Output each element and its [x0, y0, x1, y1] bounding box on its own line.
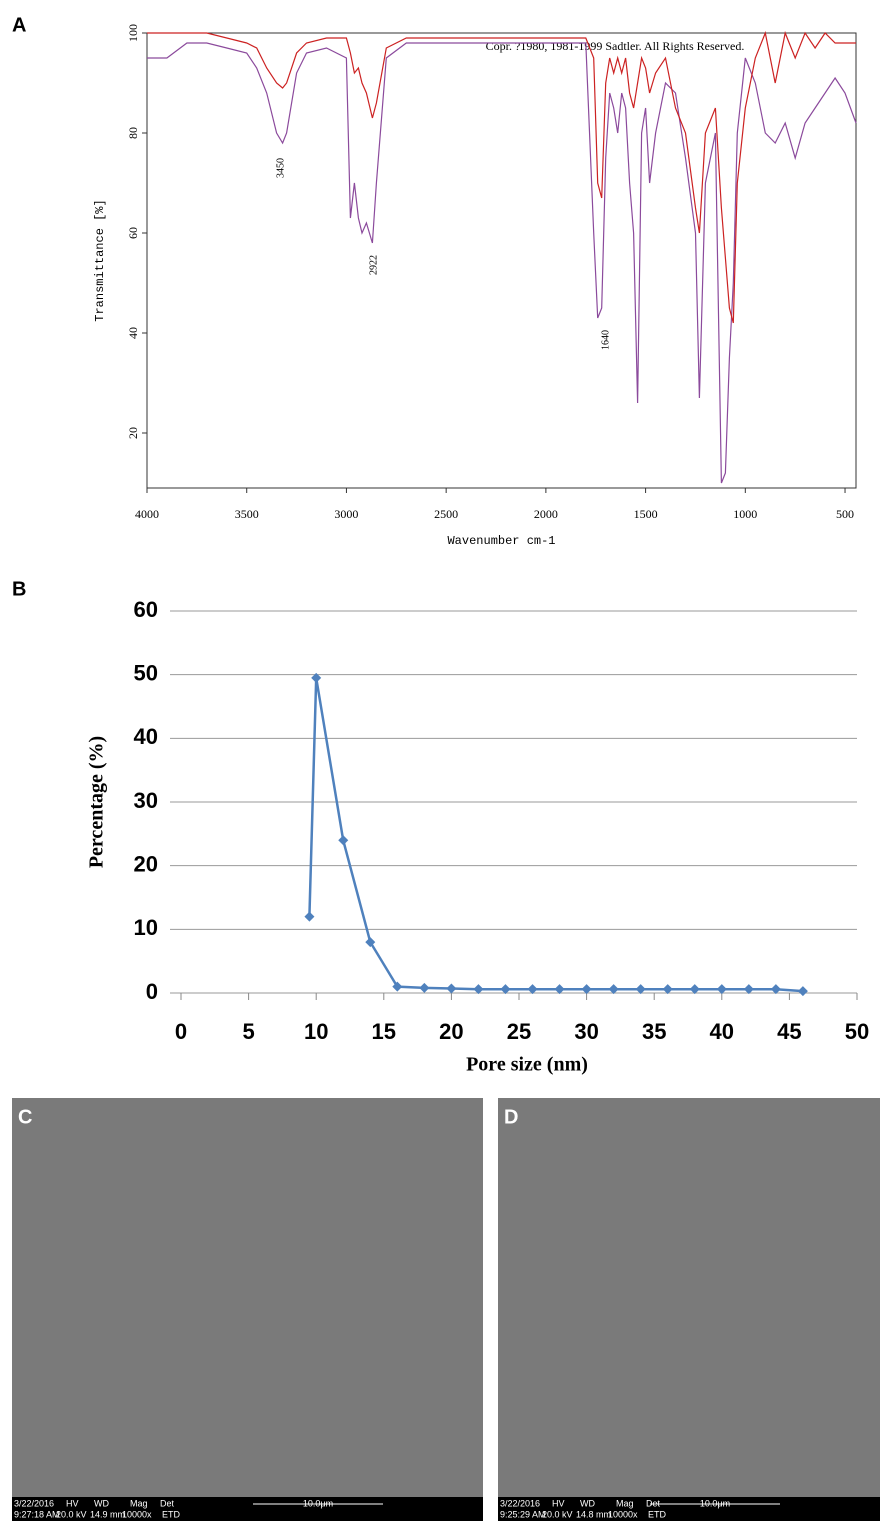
info-header: WD — [580, 1498, 595, 1508]
info-value: 9:27:18 AM — [14, 1509, 60, 1519]
x-tick-label: 4000 — [135, 507, 159, 521]
y-tick-label: 60 — [134, 597, 158, 622]
info-header: WD — [94, 1498, 109, 1508]
x-axis-title: Wavenumber cm-1 — [447, 534, 555, 548]
info-value: 14.8 mm — [576, 1509, 611, 1519]
x-tick-label: 1500 — [634, 507, 658, 521]
data-point — [419, 982, 430, 993]
data-point — [500, 984, 511, 995]
info-header: Mag — [616, 1498, 634, 1508]
info-header: 3/22/2016 — [14, 1498, 54, 1508]
peak-annotation: 1640 — [600, 330, 611, 350]
panel-label: D — [504, 1106, 518, 1128]
data-point — [304, 911, 315, 922]
data-point — [338, 835, 349, 846]
sem-image-texture — [498, 1098, 880, 1497]
panel-label: C — [18, 1106, 32, 1128]
info-value: 14.9 mm — [90, 1509, 125, 1519]
data-point — [770, 984, 781, 995]
info-value: 10000x — [608, 1509, 638, 1519]
info-bar — [498, 1497, 880, 1521]
y-tick-label: 0 — [146, 979, 158, 1004]
info-header: Det — [160, 1498, 175, 1508]
info-value: 9:25:29 AM — [500, 1509, 546, 1519]
y-axis-title: Percentage (%) — [86, 736, 108, 868]
scale-label: 10.0μm — [303, 1498, 333, 1508]
x-tick-label: 20 — [439, 1019, 463, 1044]
info-value: 10000x — [122, 1509, 152, 1519]
x-tick-label: 50 — [845, 1019, 869, 1044]
data-point — [581, 984, 592, 995]
info-header: Mag — [130, 1498, 148, 1508]
y-tick-label: 100 — [126, 24, 140, 42]
x-axis-title: Pore size (nm) — [466, 1054, 588, 1076]
info-value: 20.0 kV — [56, 1509, 87, 1519]
data-point — [311, 672, 322, 683]
data-point — [608, 984, 619, 995]
info-value: ETD — [648, 1509, 667, 1519]
info-value: ETD — [162, 1509, 181, 1519]
x-tick-label: 0 — [175, 1019, 187, 1044]
x-tick-label: 3500 — [235, 507, 259, 521]
x-tick-label: 30 — [574, 1019, 598, 1044]
data-point — [365, 937, 376, 948]
x-tick-label: 2000 — [534, 507, 558, 521]
x-tick-label: 40 — [710, 1019, 734, 1044]
x-tick-label: 1000 — [733, 507, 757, 521]
x-tick-label: 35 — [642, 1019, 666, 1044]
y-tick-label: 20 — [126, 427, 140, 439]
data-point — [743, 984, 754, 995]
peak-annotation: 2922 — [368, 255, 379, 275]
data-point — [797, 986, 808, 997]
data-point — [392, 981, 403, 992]
info-header: HV — [66, 1498, 79, 1508]
x-tick-label: 10 — [304, 1019, 328, 1044]
data-point — [635, 984, 646, 995]
x-tick-label: 3000 — [334, 507, 358, 521]
y-tick-label: 30 — [134, 788, 158, 813]
info-value: 20.0 kV — [542, 1509, 573, 1519]
sem-image-texture — [12, 1098, 483, 1497]
series-line — [147, 42, 857, 484]
plot-frame — [146, 32, 857, 489]
data-point — [446, 983, 457, 994]
x-tick-label: 5 — [242, 1019, 254, 1044]
y-tick-label: 50 — [134, 660, 158, 685]
series-line — [308, 677, 803, 993]
y-axis-title: Transmittance [%] — [93, 199, 107, 321]
x-tick-label: 500 — [836, 507, 854, 521]
series-line — [147, 30, 856, 324]
data-point — [554, 984, 565, 995]
panel-label: A — [12, 14, 26, 36]
y-tick-label: 60 — [126, 227, 140, 239]
info-bar — [12, 1497, 483, 1521]
data-point — [689, 984, 700, 995]
x-tick-label: 25 — [507, 1019, 531, 1044]
y-tick-label: 80 — [126, 127, 140, 139]
y-tick-label: 10 — [134, 915, 158, 940]
data-point — [527, 984, 538, 995]
x-tick-label: 45 — [777, 1019, 801, 1044]
info-header: HV — [552, 1498, 565, 1508]
x-tick-label: 2500 — [434, 507, 458, 521]
data-point — [473, 984, 484, 995]
info-header: Det — [646, 1498, 661, 1508]
y-tick-label: 20 — [134, 851, 158, 876]
scale-label: 10.0μm — [700, 1498, 730, 1508]
copyright-note: Copr. ?1980, 1981-1999 Sadtler. All Righ… — [486, 39, 745, 53]
data-point — [716, 984, 727, 995]
x-tick-label: 15 — [372, 1019, 396, 1044]
data-point — [662, 984, 673, 995]
panel-label: B — [12, 578, 26, 600]
peak-annotation: 3450 — [275, 158, 286, 178]
info-header: 3/22/2016 — [500, 1498, 540, 1508]
y-tick-label: 40 — [134, 724, 158, 749]
y-tick-label: 40 — [126, 327, 140, 339]
